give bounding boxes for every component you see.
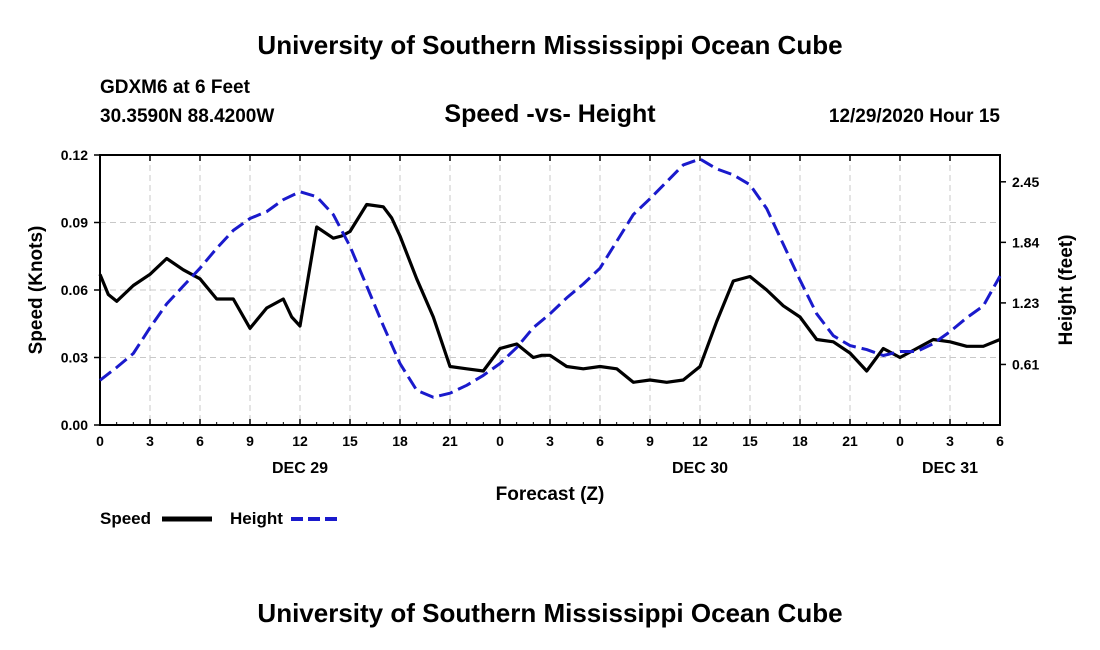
- x-tick-label: 0: [496, 433, 504, 449]
- station-label: GDXM6 at 6 Feet: [100, 77, 250, 98]
- y-left-tick-label: 0.09: [61, 215, 88, 231]
- speed-series-line: [98, 202, 1001, 384]
- ticks-layer: [94, 154, 1006, 426]
- y-right-tick-label: 1.23: [1012, 295, 1039, 311]
- y-right-tick-label: 0.61: [1012, 356, 1039, 372]
- x-tick-label: 12: [692, 433, 708, 449]
- y-left-tick-label: 0.00: [61, 417, 88, 433]
- legend-height-label: Height: [230, 509, 283, 528]
- height-series-line: [99, 157, 1002, 399]
- x-tick-label: 12: [292, 433, 308, 449]
- y-right-tick-label: 1.84: [1012, 234, 1039, 250]
- y-axis-title-right: Height (feet): [1056, 235, 1077, 346]
- x-axis-title: Forecast (Z): [496, 484, 605, 505]
- day-label: DEC 30: [672, 460, 728, 477]
- y-left-tick-label: 0.03: [61, 350, 88, 366]
- grid-layer: [100, 155, 1000, 425]
- x-tick-label: 9: [246, 433, 254, 449]
- y-axis-title-left: Speed (Knots): [26, 226, 47, 355]
- x-tick-label: 3: [146, 433, 154, 449]
- x-tick-label: 18: [392, 433, 408, 449]
- labels-layer: 0 3 6 9 12 15 18 21 0 3 6 9 12 15 18 21 0 3 6 DEC 29 DEC 30 D…: [61, 147, 1040, 477]
- x-tick-label: 0: [96, 433, 104, 449]
- page-title: University of Southern Mississippi Ocean…: [257, 30, 843, 60]
- x-tick-label: 15: [742, 433, 758, 449]
- x-tick-label: 15: [342, 433, 358, 449]
- x-tick-label: 21: [842, 433, 858, 449]
- x-tick-label: 6: [196, 433, 204, 449]
- x-tick-label: 18: [792, 433, 808, 449]
- y-left-tick-label: 0.06: [61, 282, 88, 298]
- chart-title: Speed -vs- Height: [444, 100, 656, 128]
- x-tick-label: 3: [546, 433, 554, 449]
- x-tick-label: 6: [596, 433, 604, 449]
- x-tick-label: 0: [896, 433, 904, 449]
- day-label: DEC 29: [272, 460, 328, 477]
- series-layer: [98, 157, 1002, 399]
- day-label: DEC 31: [922, 460, 978, 477]
- footer-title: University of Southern Mississippi Ocean…: [257, 598, 843, 628]
- x-tick-label: 21: [442, 433, 458, 449]
- coordinates-label: 30.3590N 88.4200W: [100, 106, 275, 127]
- x-tick-label: 6: [996, 433, 1004, 449]
- y-left-tick-label: 0.12: [61, 147, 88, 163]
- x-tick-label: 9: [646, 433, 654, 449]
- y-right-tick-label: 2.45: [1012, 174, 1039, 190]
- legend-speed-label: Speed: [100, 509, 152, 528]
- datetime-label: 12/29/2020 Hour 15: [828, 106, 1000, 127]
- x-tick-label: 3: [946, 433, 954, 449]
